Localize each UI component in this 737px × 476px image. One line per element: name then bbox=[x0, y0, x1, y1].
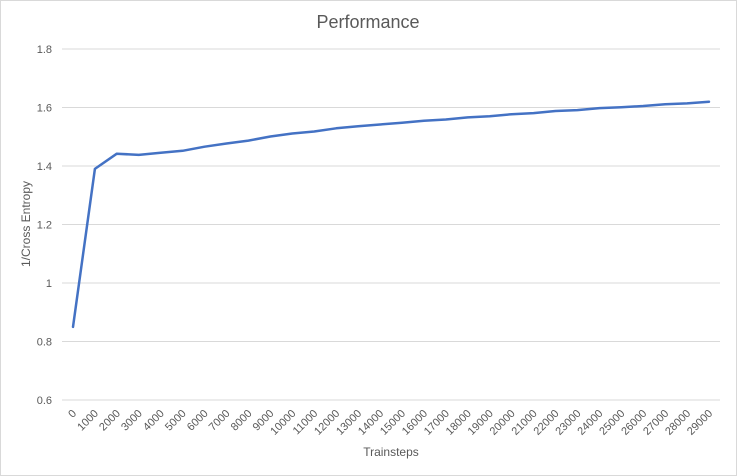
series-line bbox=[71, 100, 711, 329]
y-tick-label: 1.2 bbox=[37, 220, 52, 232]
x-tick-label: 7000 bbox=[207, 408, 233, 434]
x-tick-label: 29000 bbox=[685, 408, 715, 438]
y-tick-label: 0.6 bbox=[37, 395, 52, 407]
x-tick-label: 10000 bbox=[268, 408, 298, 438]
x-axis-title: Trainsteps bbox=[363, 445, 419, 459]
y-axis-title: 1/Cross Entropy bbox=[19, 181, 33, 267]
x-tick-label: 1000 bbox=[75, 408, 101, 434]
x-tick-label: 3000 bbox=[119, 408, 145, 434]
x-tick-label: 8000 bbox=[229, 408, 255, 434]
x-tick-label: 5000 bbox=[163, 408, 189, 434]
y-tick-label: 1.6 bbox=[37, 103, 52, 115]
y-tick-label: 0.8 bbox=[37, 337, 52, 349]
x-tick-label: 2000 bbox=[97, 408, 123, 434]
y-tick-label: 1.8 bbox=[37, 44, 52, 56]
y-axis-ticks: 0.6 0.8 1 1.2 1.4 1.6 1.8 bbox=[37, 44, 52, 407]
y-tick-label: 1 bbox=[46, 278, 52, 290]
x-tick-label: 6000 bbox=[185, 408, 211, 434]
x-tick-label: 4000 bbox=[141, 408, 167, 434]
x-axis-ticks: 0100020003000400050006000700080009000100… bbox=[66, 408, 715, 438]
x-tick-label: 0 bbox=[66, 408, 79, 421]
chart-title: Performance bbox=[316, 12, 419, 32]
gridlines bbox=[62, 48, 720, 401]
y-tick-label: 1.4 bbox=[37, 161, 52, 173]
